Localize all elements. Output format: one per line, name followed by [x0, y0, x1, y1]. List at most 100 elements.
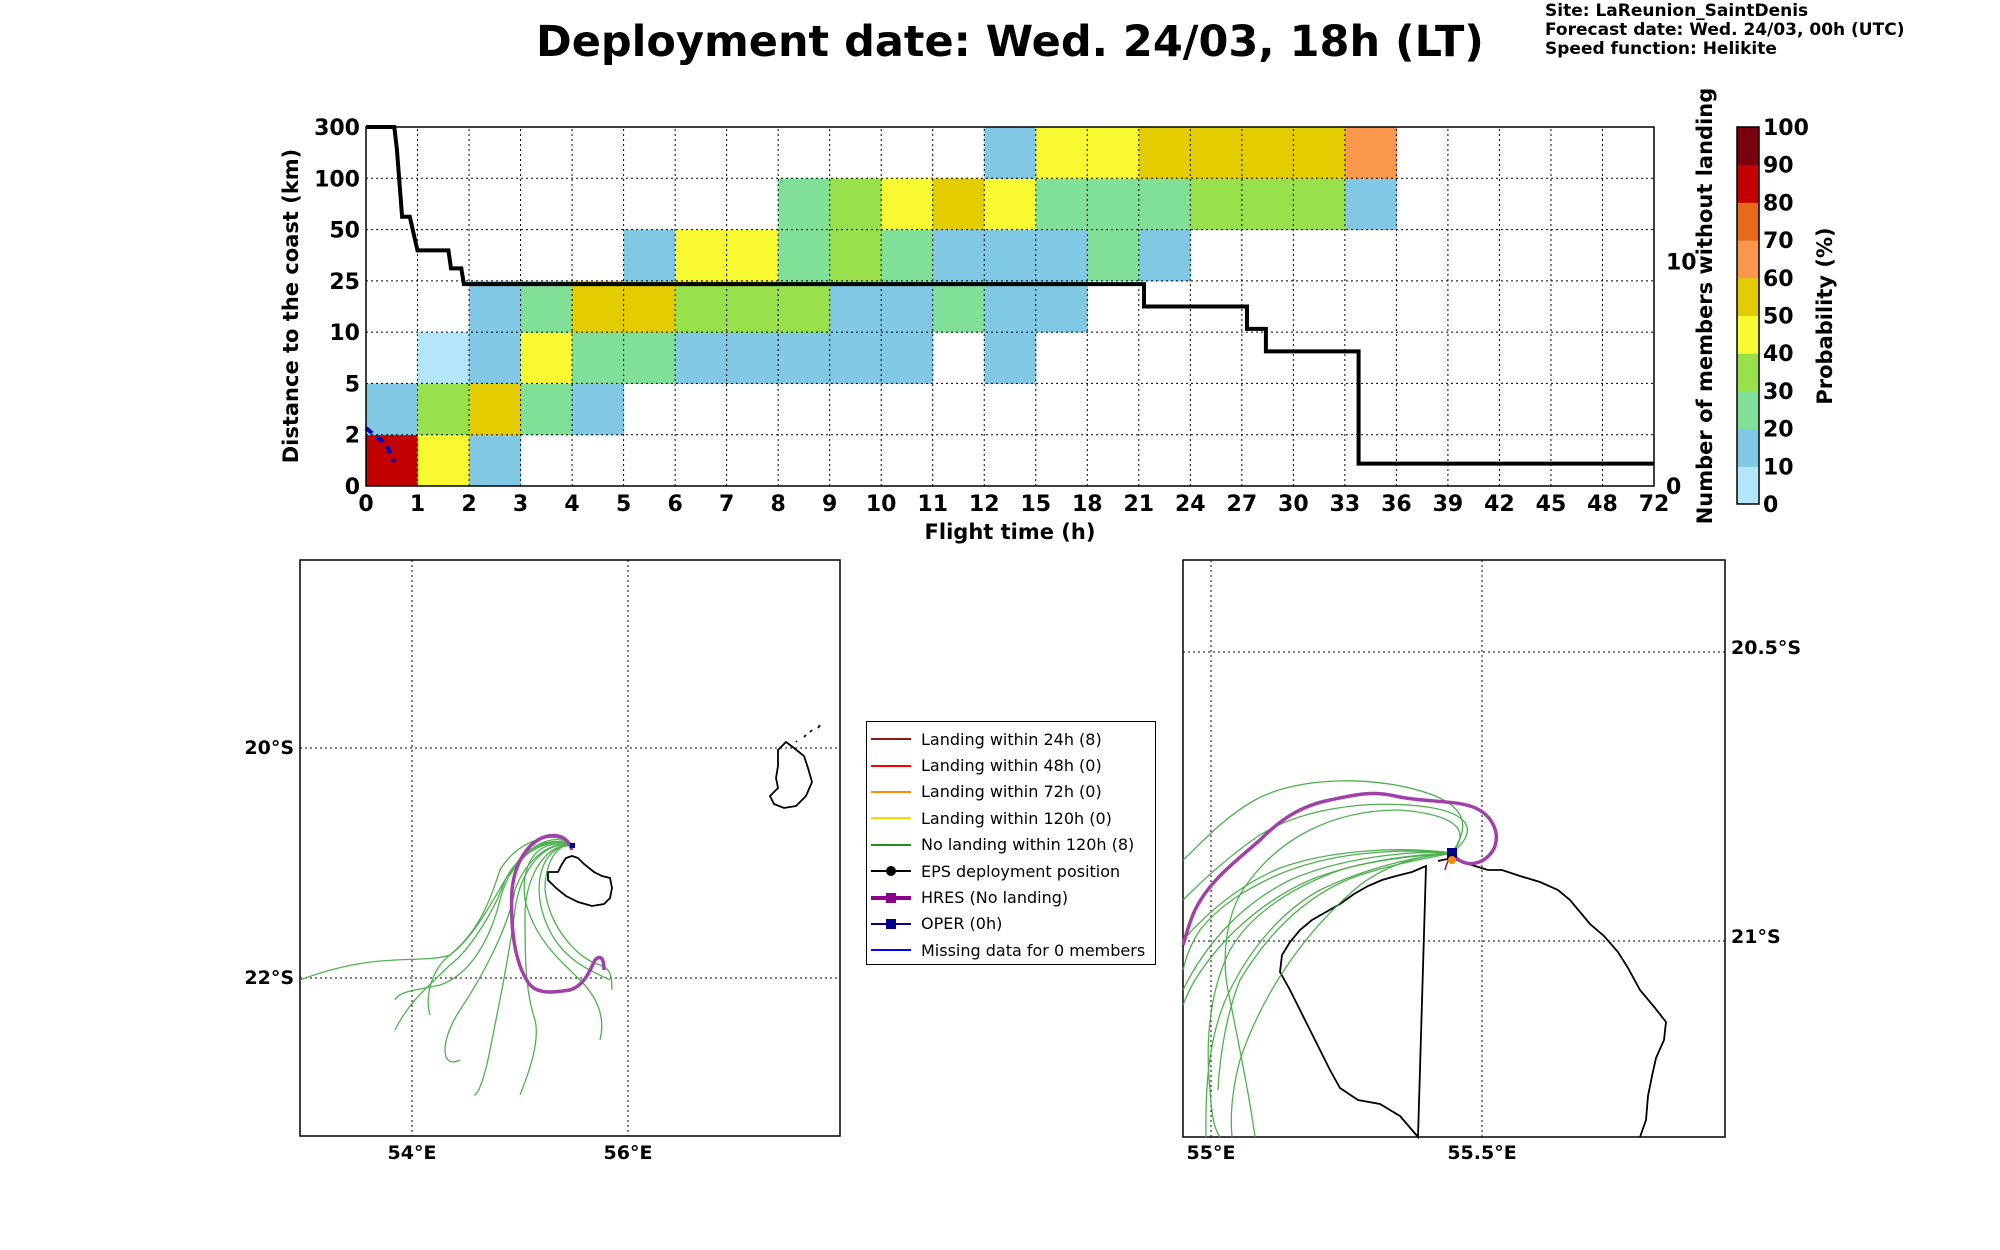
heatmap-cell [1035, 229, 1088, 282]
heatmap-cell [984, 280, 1037, 333]
colorbar-swatch [1737, 390, 1759, 430]
heatmap-cell [881, 229, 934, 282]
legend-label: Landing within 72h (0) [921, 782, 1102, 802]
heatmap-cell [469, 332, 522, 384]
legend-item: EPS deployment position [867, 858, 1155, 884]
map-right-tick-labels: 55°E 55.5°E 20.5°S 21°S [1187, 637, 1802, 1164]
y-tick-label: 10 [329, 321, 360, 346]
x-tick-label: 12 [969, 492, 1000, 517]
heatmap-cell [1241, 127, 1294, 179]
heatmap-cell [469, 280, 522, 333]
heatmap-cell [366, 383, 419, 436]
legend-item: HRES (No landing) [867, 884, 1155, 910]
legend-item: Missing data for 0 members [867, 937, 1155, 963]
heatmap-cell [829, 178, 882, 231]
heatmap-cell [829, 280, 882, 333]
map-left-coastlines [547, 724, 821, 907]
map-left-tick-labels: 54°E 56°E 20°S 22°S [244, 737, 652, 1164]
lat-tick-label: 22°S [244, 967, 294, 989]
heatmap-cell [726, 280, 779, 333]
heatmap-x-ticks: 0 1 2 3 4 5 6 7 8 9 10 11 12 15 18 21 24 27 30 33 36 39 42 45 48… [358, 492, 1669, 517]
legend-label: EPS deployment position [921, 861, 1121, 881]
lon-tick-label: 56°E [604, 1142, 653, 1164]
heatmap-cell [572, 383, 625, 436]
colorbar-swatch [1737, 353, 1759, 392]
heatmap-cell [572, 332, 625, 384]
speed-function: Speed function: Helikite [1545, 39, 1777, 59]
legend-swatch [871, 864, 911, 878]
heatmap-cell [932, 229, 985, 282]
colorbar-tick-label: 20 [1763, 418, 1794, 443]
x-tick-label: 30 [1278, 492, 1309, 517]
heatmap-cell [778, 229, 831, 282]
legend-item: Landing within 24h (8) [867, 726, 1155, 752]
legend-label: Landing within 48h (0) [921, 756, 1102, 776]
heatmap-cells [366, 127, 1397, 487]
legend-item: Landing within 72h (0) [867, 779, 1155, 805]
legend-label: OPER (0h) [921, 914, 1003, 934]
heatmap-cell [984, 127, 1037, 179]
heatmap-cell [881, 178, 934, 231]
heatmap-cell [932, 178, 985, 231]
colorbar-swatch [1737, 277, 1759, 316]
x-tick-label: 21 [1123, 492, 1154, 517]
colorbar-tick-label: 50 [1763, 305, 1794, 330]
x-tick-label: 7 [719, 492, 734, 517]
colorbar-frame [1736, 126, 1760, 505]
y-tick-label: 2 [345, 424, 360, 449]
heatmap-cell [623, 332, 676, 384]
x-tick-label: 39 [1433, 492, 1464, 517]
heatmap-cell [778, 178, 831, 231]
legend-swatch [871, 917, 911, 931]
heatmap-cell [675, 332, 728, 384]
legend-item: Landing within 120h (0) [867, 805, 1155, 831]
probability-heatmap: 0 1 2 3 4 5 6 7 8 9 10 11 12 15 18 21 24 27 30 33 36 39 42 45 48… [279, 88, 1717, 544]
x-tick-label: 15 [1020, 492, 1051, 517]
colorbar-cells [1737, 127, 1759, 505]
heatmap-cell [520, 332, 573, 384]
lon-tick-label: 55°E [1187, 1142, 1236, 1164]
heatmap-cell [1035, 178, 1088, 231]
colorbar-swatch [1737, 240, 1759, 279]
heatmap-right-ticks: 0 10 [1666, 251, 1697, 500]
x-tick-label: 27 [1227, 492, 1258, 517]
y-axis-label: Distance to the coast (km) [279, 149, 303, 464]
y-tick-label: 50 [329, 219, 360, 244]
blue-dashed-curve [364, 426, 396, 463]
colorbar-swatch [1737, 428, 1759, 467]
colorbar-tick-label: 10 [1763, 455, 1794, 480]
colorbar-swatch [1737, 127, 1759, 166]
legend-swatch [871, 785, 911, 799]
y2-axis-label: Number of members without landing [1693, 88, 1717, 525]
heatmap-cell [984, 178, 1037, 231]
heatmap-cell [778, 332, 831, 384]
x-tick-label: 45 [1536, 492, 1567, 517]
heatmap-cell [1035, 280, 1088, 333]
colorbar-tick-label: 80 [1763, 191, 1794, 216]
legend-swatch [871, 759, 911, 773]
colorbar-swatch [1737, 466, 1759, 505]
map-right-eps-deployment-marker [1448, 856, 1456, 864]
heatmap-frame [365, 126, 1655, 487]
map-right-oper-marker [1447, 848, 1457, 858]
local-trajectory-map: 55°E 55.5°E 20.5°S 21°S [1181, 559, 1802, 1164]
legend-label: Landing within 24h (8) [921, 729, 1102, 749]
legend-label: HRES (No landing) [921, 888, 1069, 908]
x-tick-label: 18 [1072, 492, 1103, 517]
x-tick-label: 3 [513, 492, 528, 517]
x-tick-label: 9 [822, 492, 837, 517]
legend-swatch [871, 891, 911, 905]
forecast-date: Forecast date: Wed. 24/03, 00h (UTC) [1545, 20, 1905, 40]
heatmap-cell [932, 280, 985, 333]
lat-tick-label: 21°S [1731, 926, 1781, 948]
x-tick-label: 1 [410, 492, 425, 517]
x-tick-label: 48 [1587, 492, 1618, 517]
heatmap-cell [984, 332, 1037, 384]
colorbar-ticks: 0 10 20 30 40 50 60 70 80 90 100 [1763, 116, 1809, 518]
heatmap-cell [1138, 178, 1191, 231]
x-tick-label: 6 [667, 492, 682, 517]
trajectory-legend: Landing within 24h (8) Landing within 48h… [866, 721, 1156, 965]
heatmap-cell [1138, 229, 1191, 282]
legend-swatch [871, 943, 911, 957]
